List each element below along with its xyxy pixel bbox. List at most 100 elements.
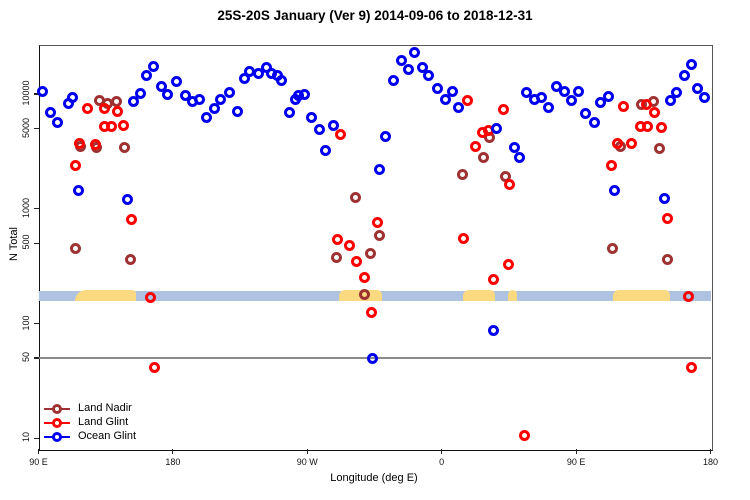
data-point-ocean-glint <box>566 95 578 107</box>
x-tick-label: 180 <box>702 456 719 467</box>
x-tick-label: 0 <box>439 456 445 467</box>
data-point-ocean-glint <box>180 90 192 102</box>
data-point-ocean-glint <box>127 96 139 108</box>
data-point-land-glint <box>343 240 355 252</box>
data-point-ocean-glint <box>508 142 520 154</box>
data-point-land-nadir <box>69 242 81 254</box>
x-tick-mark <box>306 448 308 454</box>
data-point-land-glint <box>498 103 510 115</box>
y-tick-label: 500 <box>21 234 31 250</box>
data-point-land-glint <box>81 102 93 114</box>
data-point-land-nadir <box>374 230 386 242</box>
data-point-land-nadir <box>365 247 377 259</box>
data-point-land-nadir <box>330 252 342 264</box>
data-point-ocean-glint <box>305 111 317 123</box>
data-point-ocean-glint <box>380 130 392 142</box>
data-point-land-glint <box>462 95 474 107</box>
data-point-ocean-glint <box>402 63 414 75</box>
data-point-ocean-glint <box>491 123 503 135</box>
y-tick-mark <box>33 127 39 130</box>
data-point-ocean-glint <box>692 82 704 94</box>
data-point-land-nadir <box>478 152 489 164</box>
data-point-ocean-glint <box>572 86 584 98</box>
y-tick-mark <box>33 208 39 210</box>
data-point-land-glint <box>90 139 102 151</box>
data-point-ocean-glint <box>588 117 600 129</box>
data-point-ocean-glint <box>387 74 399 86</box>
data-point-land-glint <box>125 213 137 225</box>
data-point-land-glint <box>351 255 363 267</box>
data-point-ocean-glint <box>487 324 499 336</box>
data-point-ocean-glint <box>156 81 168 93</box>
x-tick-label: 90 E <box>29 456 48 467</box>
data-point-land-glint <box>112 105 124 117</box>
data-point-ocean-glint <box>366 352 378 364</box>
data-point-land-glint <box>457 233 469 245</box>
data-point-ocean-glint <box>446 86 458 98</box>
data-point-land-glint <box>618 101 630 113</box>
data-point-land-glint <box>504 178 516 190</box>
data-point-ocean-glint <box>671 87 683 99</box>
x-tick-label: 90 E <box>566 456 586 467</box>
data-point-land-nadir <box>607 242 619 254</box>
data-point-ocean-glint <box>439 93 451 105</box>
chart-title: 25S-20S January (Ver 9) 2014-09-06 to 20… <box>217 8 533 23</box>
data-point-ocean-glint <box>520 87 532 99</box>
x-tick-mark <box>441 448 443 454</box>
data-point-land-glint <box>148 362 160 374</box>
y-tick-label: 1000 <box>21 197 31 218</box>
data-point-land-glint <box>625 137 637 149</box>
data-point-land-nadir <box>118 142 130 154</box>
data-point-ocean-glint <box>658 193 670 205</box>
data-point-ocean-glint <box>452 101 464 113</box>
data-point-land-nadir <box>661 253 673 265</box>
data-point-land-glint <box>488 274 500 286</box>
data-point-ocean-glint <box>224 87 236 99</box>
data-point-ocean-glint <box>320 144 332 156</box>
map-band-land-segment <box>508 290 518 302</box>
data-point-land-glint <box>502 258 514 270</box>
data-point-ocean-glint <box>327 120 339 132</box>
data-point-land-glint <box>606 160 618 172</box>
data-point-ocean-glint <box>147 60 159 72</box>
map-band-land-segment <box>612 290 671 302</box>
open-circle-icon <box>52 404 62 414</box>
data-point-land-glint <box>685 362 697 374</box>
data-point-land-nadir <box>654 142 666 154</box>
data-point-ocean-glint <box>231 106 243 118</box>
data-point-ocean-glint <box>171 76 183 88</box>
data-point-land-glint <box>649 106 660 118</box>
data-point-land-glint <box>366 307 377 319</box>
data-point-land-nadir <box>457 168 469 180</box>
data-point-land-glint <box>98 102 110 114</box>
x-tick-label: 90 W <box>296 456 318 467</box>
data-point-ocean-glint <box>432 82 444 94</box>
data-point-ocean-glint <box>72 185 84 197</box>
y-tick-mark <box>33 437 39 439</box>
data-point-land-glint <box>118 120 130 132</box>
data-point-land-glint <box>640 98 652 110</box>
data-point-land-glint <box>662 212 674 224</box>
x-tick-mark <box>37 448 40 454</box>
open-circle-icon <box>52 432 62 442</box>
data-point-ocean-glint <box>678 69 690 81</box>
data-point-land-nadir <box>358 288 370 300</box>
y-tick-label: 10 <box>21 432 31 443</box>
x-tick-label: 180 <box>165 456 181 467</box>
data-point-ocean-glint <box>580 107 592 119</box>
data-point-ocean-glint <box>609 185 621 197</box>
data-point-ocean-glint <box>298 88 310 100</box>
x-tick-mark <box>575 448 577 454</box>
data-point-ocean-glint <box>67 91 79 103</box>
data-point-land-glint <box>656 121 668 133</box>
data-point-land-glint <box>642 120 654 132</box>
data-point-ocean-glint <box>422 70 434 82</box>
data-point-land-glint <box>519 430 531 442</box>
data-point-land-glint <box>682 291 694 303</box>
data-point-ocean-glint <box>602 90 614 102</box>
x-tick-mark <box>709 448 712 454</box>
data-point-ocean-glint <box>194 94 206 106</box>
data-point-ocean-glint <box>542 101 554 113</box>
y-tick-mark <box>33 93 39 95</box>
